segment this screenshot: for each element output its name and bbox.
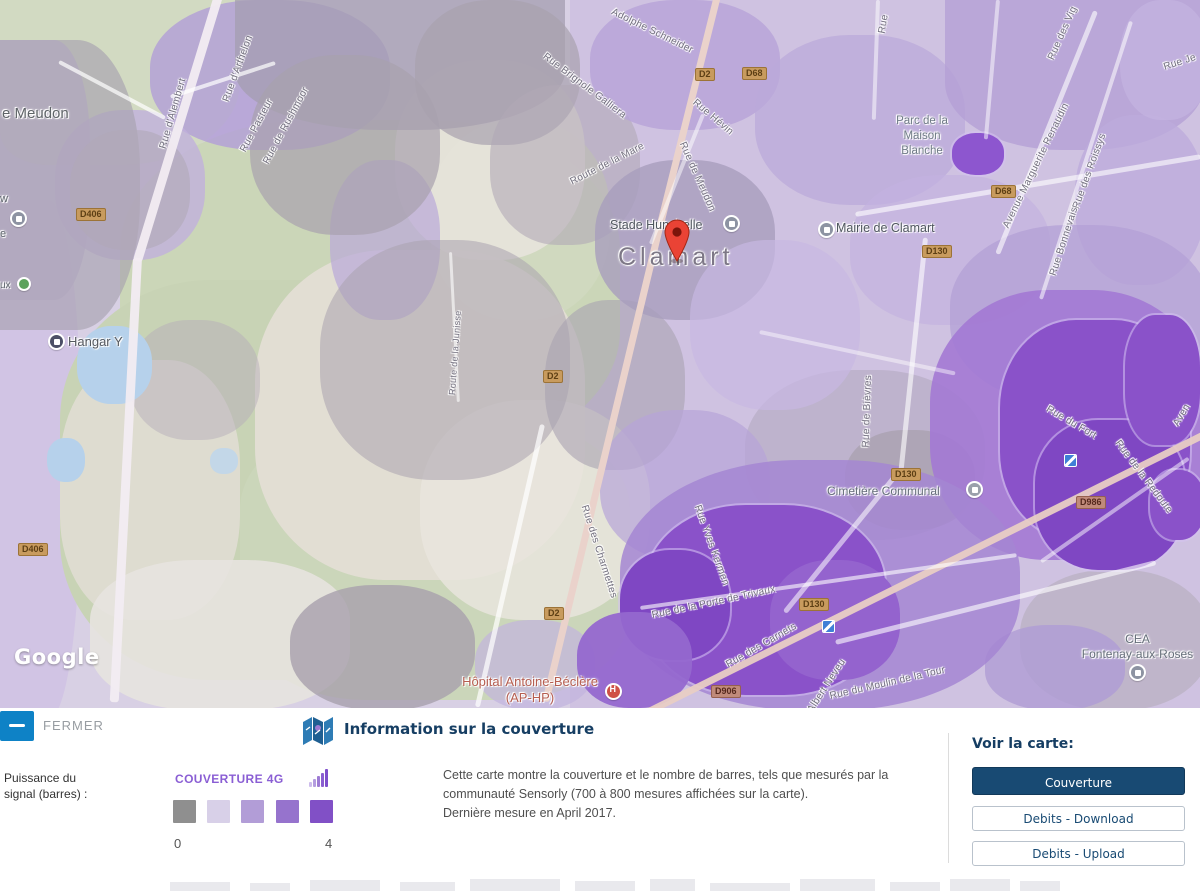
signal-strength-label: Puissance du signal (barres) : (4, 770, 87, 802)
hospital-poi-icon[interactable]: H (605, 683, 622, 700)
map-canvas[interactable]: Rue d'Alembert Rue d'Arthelon Rue Pasteu… (0, 0, 1200, 708)
road-shield: D986 (1076, 496, 1106, 509)
map-blob (130, 320, 260, 440)
tree-poi-icon[interactable] (17, 277, 31, 291)
legend-swatch-1 (207, 800, 230, 823)
map-blob (1125, 315, 1200, 445)
parc-line2: Maison (903, 130, 941, 142)
road-shield: D2 (543, 370, 563, 383)
road-shield: D68 (991, 185, 1016, 198)
peek-letter-top (575, 881, 635, 891)
signal-label-line2: signal (barres) : (4, 787, 88, 801)
view-map-title: Voir la carte: (972, 736, 1074, 752)
transit-station-icon[interactable] (822, 620, 835, 633)
signal-bars-icon (309, 767, 333, 787)
road-shield: D130 (922, 245, 952, 258)
poi-icon[interactable] (10, 210, 27, 227)
road-shield: D2 (695, 68, 715, 81)
cea-line2: Fontenay-aux-Roses (1081, 647, 1194, 661)
info-body-line1: Cette carte montre la couverture et le n… (443, 768, 889, 782)
place-label-partial: w (0, 193, 8, 205)
museum-poi-icon[interactable] (48, 333, 65, 350)
map-blob (77, 326, 152, 404)
map-blob (952, 133, 1004, 175)
peek-letter-top (1020, 881, 1060, 891)
peek-letter-top (890, 882, 940, 891)
map-blob (985, 625, 1125, 708)
map-blob (290, 585, 475, 708)
peek-letter-top (800, 879, 875, 891)
map-marker-pin[interactable] (663, 219, 691, 265)
parc-line3: Blanche (901, 145, 943, 157)
peek-letter-top (950, 879, 1010, 891)
cea-line1: CEA (1125, 632, 1150, 646)
place-label-hopital: Hôpital Antoine-Béclère (AP-HP) (440, 674, 620, 706)
peek-letter-top (170, 882, 230, 891)
info-section-title: Information sur la couverture (344, 720, 595, 738)
place-label-partial: ux (0, 280, 11, 291)
place-label-parc: Parc de la Maison Blanche (872, 114, 972, 159)
parc-line1: Parc de la (896, 115, 948, 127)
info-body-line2: communauté Sensorly (700 à 800 mesures a… (443, 787, 809, 801)
road-shield: D130 (891, 468, 921, 481)
cemetery-poi-icon[interactable] (966, 481, 983, 498)
couverture-button[interactable]: Couverture (972, 767, 1185, 795)
panel-divider (948, 733, 949, 863)
hopital-line2: (AP-HP) (505, 690, 555, 705)
place-label-mairie: Mairie de Clamart (836, 221, 935, 235)
road-shield: D68 (742, 67, 767, 80)
road-shield: D130 (799, 598, 829, 611)
townhall-poi-icon[interactable] (818, 221, 835, 238)
peek-letter-top (710, 883, 790, 891)
map-blob (690, 240, 860, 410)
place-label-partial: e (0, 228, 7, 240)
info-body-text: Cette carte montre la couverture et le n… (443, 766, 943, 823)
scale-max-label: 4 (325, 836, 333, 851)
info-body-line3: Dernière mesure en April 2017. (443, 806, 617, 820)
peek-letter-top (400, 882, 455, 891)
place-label-cimetiere: Cimetière Communal (827, 484, 940, 498)
map-blob (577, 612, 692, 708)
road-shield: D406 (18, 543, 48, 556)
peek-letter-top (250, 883, 290, 891)
road-shield: D906 (711, 685, 741, 698)
google-logo: Google (14, 645, 100, 669)
road-shield: D2 (544, 607, 564, 620)
map-blob (320, 240, 570, 480)
collapse-panel-button[interactable] (0, 711, 34, 741)
debits-upload-button[interactable]: Debits - Upload (972, 841, 1185, 866)
legend-swatch-3 (276, 800, 299, 823)
map-blob (210, 448, 238, 474)
map-blob (250, 55, 440, 235)
peek-letter-top (310, 880, 380, 891)
place-label-cea: CEA Fontenay-aux-Roses (1075, 632, 1200, 662)
legend-swatch-0 (173, 800, 196, 823)
cea-poi-icon[interactable] (1129, 664, 1146, 681)
map-blob (47, 438, 85, 482)
legend-title: COUVERTURE 4G (175, 772, 284, 786)
legend-swatch-2 (241, 800, 264, 823)
fermer-label[interactable]: FERMER (43, 718, 104, 733)
hopital-line1: Hôpital Antoine-Béclère (462, 674, 598, 689)
place-label-meudon: e Meudon (2, 105, 69, 122)
debits-download-button[interactable]: Debits - Download (972, 806, 1185, 831)
transit-station-icon[interactable] (1064, 454, 1077, 467)
signal-label-line1: Puissance du (4, 771, 77, 785)
peek-letter-top (470, 879, 560, 891)
scale-min-label: 0 (174, 836, 182, 851)
peek-letter-top (650, 879, 695, 891)
road-shield: D406 (76, 208, 106, 221)
legend-swatch-4 (310, 800, 333, 823)
map-blob (1120, 0, 1200, 120)
stadium-poi-icon[interactable] (723, 215, 740, 232)
coverage-info-panel: FERMER Puissance du signal (barres) : CO… (0, 708, 1200, 891)
minus-icon (9, 724, 25, 727)
map-info-icon (303, 717, 333, 745)
place-label-hangar-y: Hangar Y (68, 334, 123, 349)
